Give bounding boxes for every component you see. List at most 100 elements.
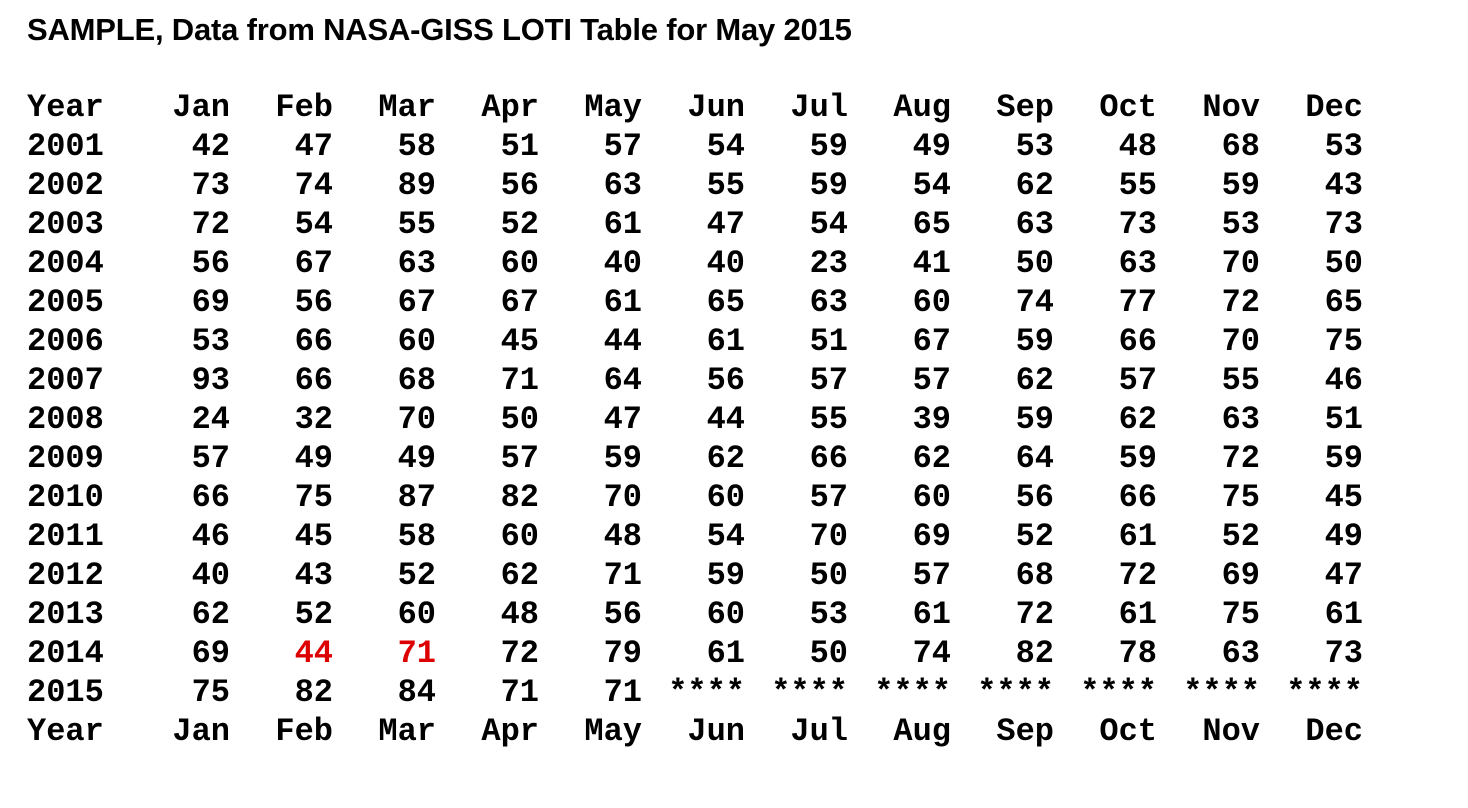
value-cell-2015-may: 71: [603, 674, 642, 711]
year-cell-2004: 2004: [27, 245, 104, 282]
value-cell-2002-feb: 74: [294, 167, 333, 204]
year-cell-2007: 2007: [27, 362, 104, 399]
value-cell-2013-jan: 62: [191, 596, 230, 633]
column-footer-jun: Jun: [687, 713, 745, 750]
value-cell-2014-sep: 82: [1015, 635, 1054, 672]
value-cell-2008-nov: 63: [1221, 401, 1260, 438]
value-cell-2011-jan: 46: [191, 518, 230, 555]
year-cell-2005: 2005: [27, 284, 104, 321]
value-cell-2008-jul: 55: [809, 401, 848, 438]
value-cell-2013-jul: 53: [809, 596, 848, 633]
value-cell-2012-apr: 62: [500, 557, 539, 594]
value-cell-2014-jan: 69: [191, 635, 230, 672]
value-cell-2002-oct: 55: [1118, 167, 1157, 204]
column-footer-jan: Jan: [172, 713, 230, 750]
value-cell-2003-jun: 47: [706, 206, 745, 243]
value-cell-2006-mar: 60: [397, 323, 436, 360]
value-cell-2005-jan: 69: [191, 284, 230, 321]
table-row-2007: 2007 93 66 68 71 64 56 57 57 62 57 55 46: [27, 361, 1363, 400]
table-row-2010: 2010 66 75 87 82 70 60 57 60 56 66 75 45: [27, 478, 1363, 517]
column-footer-jul: Jul: [790, 713, 848, 750]
missing-data-cell-2015-oct: ****: [1080, 674, 1157, 711]
value-cell-2001-dec: 53: [1324, 128, 1363, 165]
year-cell-2012: 2012: [27, 557, 104, 594]
value-cell-2010-may: 70: [603, 479, 642, 516]
value-cell-2009-jan: 57: [191, 440, 230, 477]
column-header-aug: Aug: [893, 89, 951, 126]
year-cell-2010: 2010: [27, 479, 104, 516]
value-cell-2002-jul: 59: [809, 167, 848, 204]
value-cell-2008-mar: 70: [397, 401, 436, 438]
value-cell-2001-jul: 59: [809, 128, 848, 165]
value-cell-2004-aug: 41: [912, 245, 951, 282]
value-cell-2007-mar: 68: [397, 362, 436, 399]
value-cell-2014-apr: 72: [500, 635, 539, 672]
column-header-jun: Jun: [687, 89, 745, 126]
value-cell-2003-mar: 55: [397, 206, 436, 243]
year-cell-2002: 2002: [27, 167, 104, 204]
value-cell-2009-nov: 72: [1221, 440, 1260, 477]
value-cell-2013-sep: 72: [1015, 596, 1054, 633]
table-row-2014: 2014 69 44 71 72 79 61 50 74 82 78 63 73: [27, 634, 1363, 673]
value-cell-2009-apr: 57: [500, 440, 539, 477]
value-cell-2015-jan: 75: [191, 674, 230, 711]
value-cell-2012-oct: 72: [1118, 557, 1157, 594]
table-row-2009: 2009 57 49 49 57 59 62 66 62 64 59 72 59: [27, 439, 1363, 478]
missing-data-cell-2015-jul: ****: [771, 674, 848, 711]
value-cell-2012-jun: 59: [706, 557, 745, 594]
loti-data-table: Year Jan Feb Mar Apr May Jun Jul Aug Sep Oct Nov Dec…: [27, 88, 1363, 751]
year-cell-2001: 2001: [27, 128, 104, 165]
value-cell-2013-aug: 61: [912, 596, 951, 633]
value-cell-2007-sep: 62: [1015, 362, 1054, 399]
table-row-2002: 2002 73 74 89 56 63 55 59 54 62 55 59 43: [27, 166, 1363, 205]
missing-data-cell-2015-nov: ****: [1183, 674, 1260, 711]
table-row-2003: 2003 72 54 55 52 61 47 54 65 63 73 53 73: [27, 205, 1363, 244]
value-cell-2005-aug: 60: [912, 284, 951, 321]
value-cell-2003-aug: 65: [912, 206, 951, 243]
value-cell-2014-nov: 63: [1221, 635, 1260, 672]
column-header-oct: Oct: [1099, 89, 1157, 126]
column-footer-apr: Apr: [481, 713, 539, 750]
value-cell-2004-jan: 56: [191, 245, 230, 282]
value-cell-2008-may: 47: [603, 401, 642, 438]
value-cell-2001-aug: 49: [912, 128, 951, 165]
value-cell-2010-aug: 60: [912, 479, 951, 516]
value-cell-2009-mar: 49: [397, 440, 436, 477]
value-cell-2010-mar: 87: [397, 479, 436, 516]
year-cell-2011: 2011: [27, 518, 104, 555]
value-cell-2007-may: 64: [603, 362, 642, 399]
value-cell-2003-oct: 73: [1118, 206, 1157, 243]
table-header-row: Year Jan Feb Mar Apr May Jun Jul Aug Sep Oct Nov Dec: [27, 88, 1363, 127]
value-cell-2006-nov: 70: [1221, 323, 1260, 360]
value-cell-2009-dec: 59: [1324, 440, 1363, 477]
value-cell-2009-sep: 64: [1015, 440, 1054, 477]
value-cell-2008-apr: 50: [500, 401, 539, 438]
value-cell-2011-aug: 69: [912, 518, 951, 555]
value-cell-2004-may: 40: [603, 245, 642, 282]
year-cell-2015: 2015: [27, 674, 104, 711]
column-header-apr: Apr: [481, 89, 539, 126]
value-cell-2006-jul: 51: [809, 323, 848, 360]
value-cell-2005-sep: 74: [1015, 284, 1054, 321]
year-cell-2008: 2008: [27, 401, 104, 438]
value-cell-2003-sep: 63: [1015, 206, 1054, 243]
value-cell-2008-jan: 24: [191, 401, 230, 438]
value-cell-2010-nov: 75: [1221, 479, 1260, 516]
column-header-may: May: [584, 89, 642, 126]
value-cell-2014-jun: 61: [706, 635, 745, 672]
value-cell-2002-may: 63: [603, 167, 642, 204]
value-cell-2013-oct: 61: [1118, 596, 1157, 633]
value-cell-2011-sep: 52: [1015, 518, 1054, 555]
value-cell-2002-apr: 56: [500, 167, 539, 204]
value-cell-2008-oct: 62: [1118, 401, 1157, 438]
value-cell-2008-feb: 32: [294, 401, 333, 438]
value-cell-2001-mar: 58: [397, 128, 436, 165]
value-cell-2003-feb: 54: [294, 206, 333, 243]
value-cell-2010-jun: 60: [706, 479, 745, 516]
value-cell-2004-apr: 60: [500, 245, 539, 282]
value-cell-2010-sep: 56: [1015, 479, 1054, 516]
value-cell-2009-jun: 62: [706, 440, 745, 477]
value-cell-2012-sep: 68: [1015, 557, 1054, 594]
value-cell-2002-sep: 62: [1015, 167, 1054, 204]
value-cell-2001-may: 57: [603, 128, 642, 165]
